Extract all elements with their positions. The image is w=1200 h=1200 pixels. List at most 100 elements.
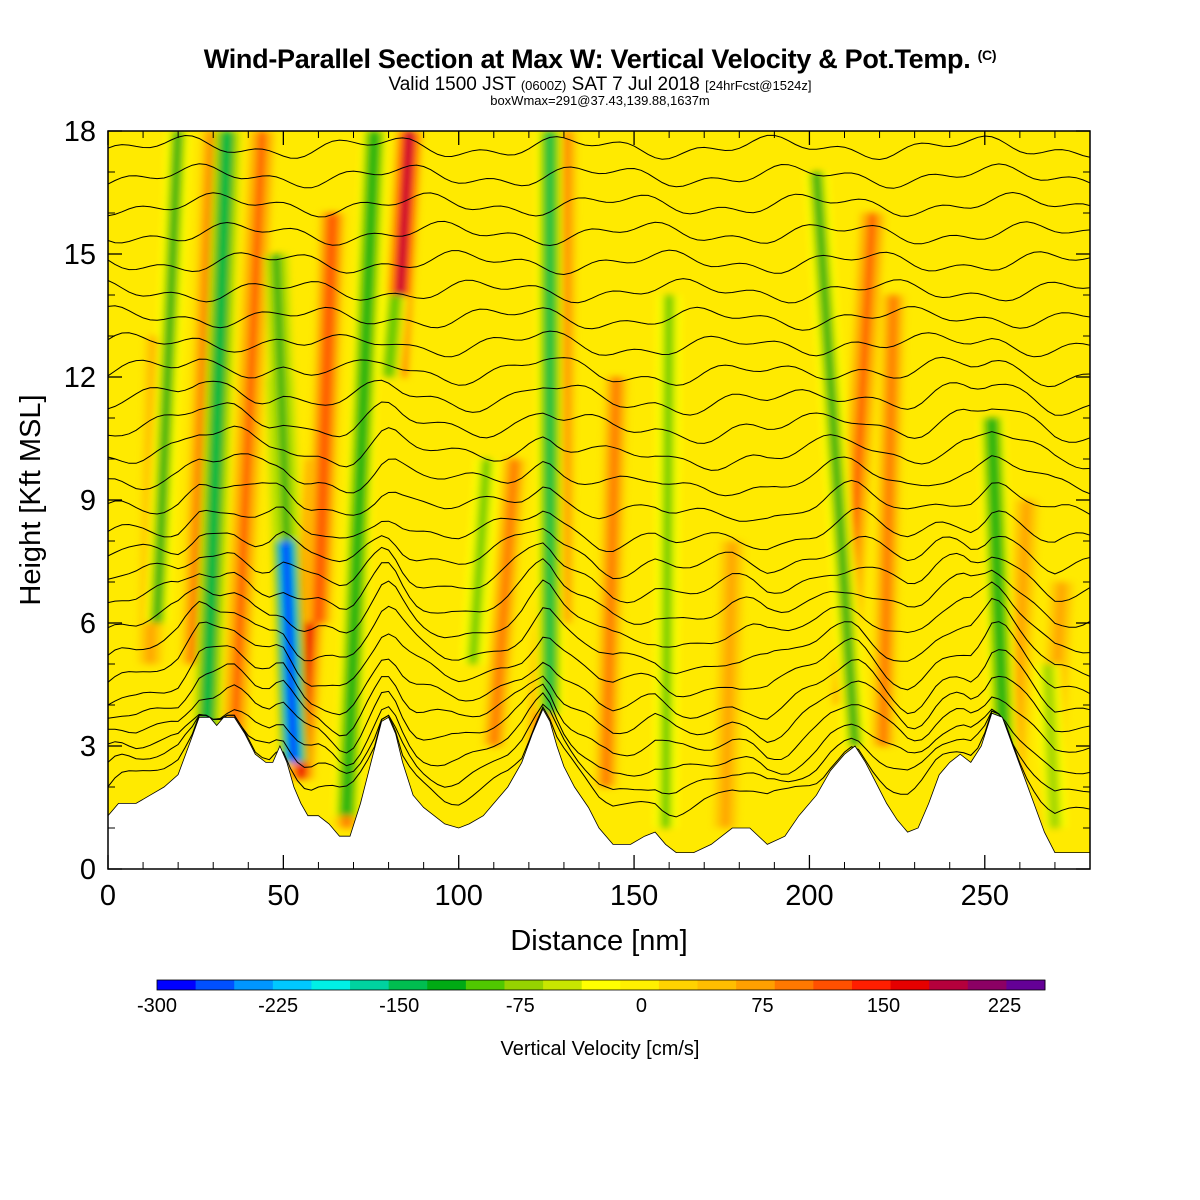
y-axis-label: Height [Kft MSL] [15,394,47,605]
downdraft-band [385,294,399,378]
colorbar-swatch [350,980,390,990]
colorbar-swatch [272,980,312,990]
theta-contour-324 [108,191,1090,218]
theta-contour-302 [108,692,1090,777]
chart-title: Wind-Parallel Section at Max W: Vertical… [203,44,997,74]
theta-contour-325 [108,163,1090,189]
y-tick-label: 18 [64,116,96,148]
updraft-band [231,131,266,747]
theta-contour-301 [108,703,1090,795]
colorbar-swatch [967,980,1007,990]
downdraft-band [988,417,1009,808]
colorbar-frame [156,979,1046,991]
colorbar-tick-label: 0 [636,995,647,1017]
downdraft-band [662,295,673,828]
theta-contour-317 [108,379,1090,416]
downdraft-band [154,131,182,624]
colorbar-swatch [813,980,853,990]
theta-contour-303 [108,683,1090,761]
downdraft-band [343,131,378,816]
downdraft-band [546,131,553,714]
band-group [137,131,1075,829]
updraft-band [603,376,620,788]
colorbar-swatch [234,980,274,990]
axes: 0 50 100 150 200 250 0 3 6 9 12 15 18 Distance [nm] He… [15,116,1091,957]
terrain-mask [108,708,1090,869]
updraft-band [490,458,518,747]
theta-contour-322 [108,249,1090,276]
x-tick-label: 0 [100,880,116,912]
velocity-field [137,131,1075,829]
colorbar-swatch [697,980,737,990]
updraft-band [722,540,736,829]
title-mark: (C) [977,47,997,63]
colorbar-swatch [195,980,235,990]
theta-contour-314 [108,453,1090,497]
theta-contour-319 [108,330,1090,358]
chart-subtitle-box: boxWmax=291@37.43,139.88,1637m [490,93,710,108]
y-tick-label: 6 [80,608,96,640]
theta-contour-310 [108,542,1090,604]
subtitle-prefix: Valid 1500 JST [388,74,516,95]
colorbar-label: Vertical Velocity [cm/s] [500,1038,700,1060]
theta-contour-326 [108,134,1090,161]
colorbar-tick-label: 75 [751,995,773,1017]
theta-contour-306 [108,621,1090,698]
colorbar-swatch [620,980,660,990]
theta-contour-305 [108,645,1090,720]
colorbar-swatch [736,980,776,990]
colorbar-tick-label: -225 [258,995,298,1017]
subtitle-forecast: [24hrFcst@1524z] [705,78,812,93]
y-tick-label: 3 [80,731,96,763]
colorbar-tick-label: -75 [506,995,535,1017]
x-tick-label: 250 [961,880,1009,912]
colorbar-swatch [581,980,621,990]
theta-contour-309 [108,558,1090,628]
theta-contour-321 [108,278,1090,304]
downdraft-band [813,171,858,747]
colorbar-swatch [851,980,892,990]
colorbar-swatch [543,980,583,990]
theta-contour-304 [108,663,1090,743]
colorbar-tick-label: 150 [867,995,900,1017]
x-tick-label: 200 [785,880,833,912]
theta-contour-320 [108,305,1090,331]
theta-contour-318 [108,356,1090,388]
colorbar-swatch [504,980,544,990]
x-tick-label: 50 [267,880,299,912]
colorbar-swatch [658,980,699,990]
x-tick-label: 150 [610,880,658,912]
y-tick-label: 15 [64,239,96,271]
x-axis-label: Distance [nm] [510,925,687,957]
y-tick-label: 12 [64,362,96,394]
theta-contour-316 [108,401,1090,444]
colorbar-swatch [774,980,814,990]
theta-contour-323 [108,220,1090,247]
x-tick-label: 100 [435,880,483,912]
colorbar: -300 -225 -150 -75 0 75 150 225 [137,979,1046,1017]
colorbar-swatch [427,980,467,990]
subtitle-utc: (0600Z) [520,78,567,93]
colorbar-swatch [929,980,969,990]
colorbar-tick-label: -300 [137,995,177,1017]
theta-contour-311 [108,527,1090,580]
colorbar-swatch [1006,980,1046,990]
colorbar-swatch [890,980,930,990]
theta-contour-307 [108,597,1090,677]
theta-contour-315 [108,425,1090,471]
theta-contour-313 [108,479,1090,522]
terrain [108,708,1090,869]
colorbar-swatch [388,980,428,990]
theta-contour-308 [108,579,1090,654]
colorbar-swatch [157,980,197,990]
colorbar-tick-label: 225 [988,995,1021,1017]
colorbar-swatch [465,980,505,990]
subtitle-date: SAT 7 Jul 2018 [571,74,700,95]
theta-contour-300 [108,705,1090,818]
colorbar-tick-label: -150 [379,995,419,1017]
theta-contour-312 [108,506,1090,553]
chart-subtitle: Valid 1500 JST (0600Z) SAT 7 Jul 2018 [2… [0,74,1200,96]
colorbar-swatch [311,980,351,990]
y-tick-label: 0 [80,854,96,886]
